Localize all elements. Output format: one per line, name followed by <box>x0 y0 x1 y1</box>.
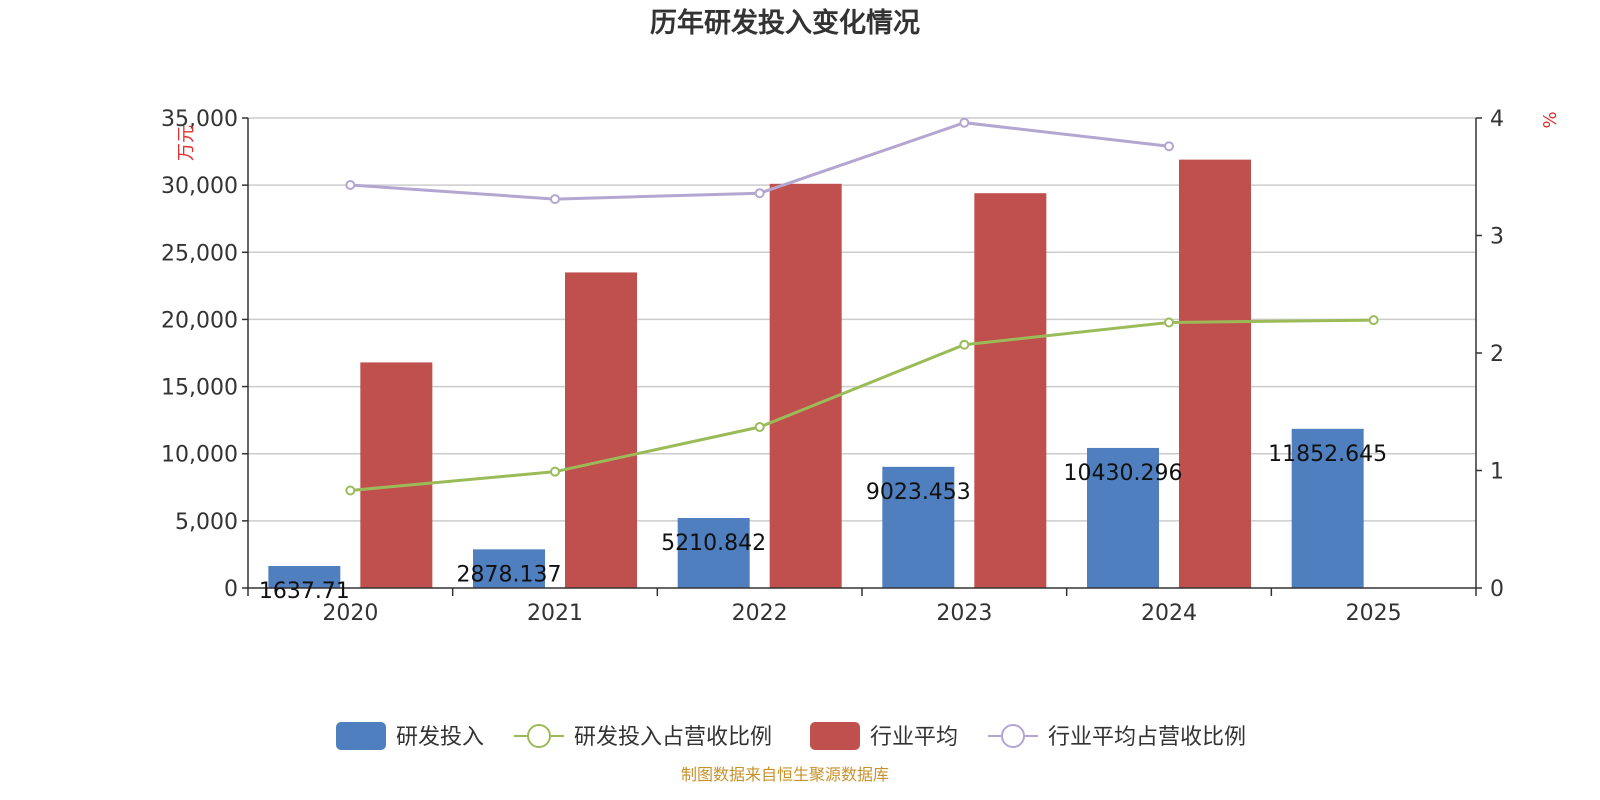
bar-data-label: 9023.453 <box>866 480 971 505</box>
legend-label: 行业平均占营收比例 <box>1048 725 1246 750</box>
right-axis-tick-label: 3 <box>1490 225 1504 250</box>
bar-data-label: 1637.71 <box>259 579 350 604</box>
chart-title: 历年研发投入变化情况 <box>650 7 920 39</box>
legend-marker <box>527 724 551 748</box>
line-point <box>550 194 560 205</box>
bar-data-label: 5210.842 <box>661 531 766 556</box>
bar-data-label: 2878.137 <box>457 562 562 587</box>
line-point <box>1164 317 1174 328</box>
left-axis-tick-label: 20,000 <box>161 308 238 333</box>
line-point <box>959 339 970 350</box>
legend: 研发投入 研发投入占营收比例 行业平均 行业平均占营收比例 <box>336 722 1246 750</box>
bar-industry-average <box>565 272 637 588</box>
left-axis-tick-label: 15,000 <box>161 376 238 401</box>
line-point <box>345 179 356 190</box>
x-axis-tick-label: 2021 <box>527 601 583 626</box>
line-rd-ratio <box>350 318 1374 492</box>
bar-rd-investment <box>1291 428 1364 588</box>
bar-data-label: 10430.296 <box>1064 461 1183 486</box>
line-point <box>754 188 765 199</box>
bars <box>268 159 1364 589</box>
right-axis-tick-label: 1 <box>1490 460 1504 485</box>
lines <box>345 117 1379 496</box>
line-industry-ratio <box>350 121 1170 201</box>
line-point <box>1164 141 1174 152</box>
bar-industry-average <box>360 362 433 588</box>
legend-label: 行业平均 <box>870 725 958 750</box>
bar-rd-investment <box>473 549 545 588</box>
data-labels: 1637.71 2878.137 5210.842 9023.453 10430.296… <box>259 442 1387 604</box>
left-axis-tick-label: 5,000 <box>175 510 238 535</box>
bar-rd-investment <box>677 518 750 588</box>
left-axis-tick-label: 0 <box>224 577 238 602</box>
axes: 0 5,000 10,000 15,000 20,000 25,000 30,000 35,0… <box>161 107 1504 626</box>
bar-rd-investment <box>268 566 341 588</box>
left-axis-tick-label: 30,000 <box>161 174 238 199</box>
legend-marker <box>1001 724 1025 748</box>
x-axis-tick-label: 2020 <box>322 601 378 626</box>
x-axis-tick-label: 2023 <box>936 601 992 626</box>
bar-rd-investment <box>1087 447 1159 588</box>
bar-data-label: 11852.645 <box>1268 442 1387 467</box>
right-axis-tick-label: 4 <box>1490 107 1504 132</box>
line-point <box>345 485 356 496</box>
legend-swatch <box>810 722 860 750</box>
right-axis-unit: % <box>1540 111 1561 128</box>
bar-rd-investment <box>882 466 955 588</box>
x-axis-tick-label: 2022 <box>732 601 788 626</box>
bar-industry-average <box>769 183 842 589</box>
line-point <box>550 466 560 477</box>
left-axis-tick-label: 10,000 <box>161 443 238 468</box>
left-axis-tick-label: 25,000 <box>161 241 238 266</box>
x-axis-tick-label: 2025 <box>1346 601 1402 626</box>
x-axis-tick-label: 2024 <box>1141 601 1197 626</box>
line-point <box>754 422 765 433</box>
right-axis-tick-label: 0 <box>1490 577 1504 602</box>
source-note: 制图数据来自恒生聚源数据库 <box>681 765 889 784</box>
line-point <box>1368 315 1379 326</box>
legend-swatch <box>336 722 386 750</box>
left-axis-unit: 万元 <box>176 125 197 161</box>
legend-label: 研发投入 <box>396 725 484 750</box>
bar-industry-average <box>1179 159 1251 588</box>
left-axis-tick-label: 35,000 <box>161 107 238 132</box>
legend-label: 研发投入占营收比例 <box>574 725 772 750</box>
right-axis-tick-label: 2 <box>1490 342 1504 367</box>
line-point <box>959 117 970 128</box>
bar-industry-average <box>974 193 1047 588</box>
